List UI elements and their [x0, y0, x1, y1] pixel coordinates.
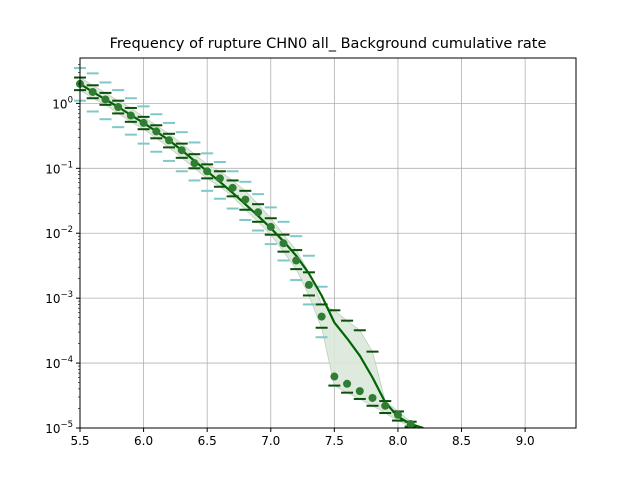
- data-point: [101, 95, 110, 104]
- data-point: [355, 387, 364, 396]
- x-tick-label-2: 6.5: [198, 434, 217, 448]
- data-point: [330, 372, 339, 381]
- x-tick-label-7: 9.0: [516, 434, 535, 448]
- x-tick-label-0: 5.5: [70, 434, 89, 448]
- data-point: [266, 222, 275, 231]
- data-point: [190, 159, 199, 168]
- model-line-path: [80, 82, 424, 428]
- y-tick-label-4: 10−1: [45, 160, 73, 176]
- model-line: [80, 82, 424, 428]
- data-point: [254, 208, 263, 217]
- data-point: [343, 379, 352, 388]
- uncertainty-band: [79, 76, 412, 428]
- data-point: [215, 174, 224, 183]
- data-point: [279, 239, 288, 248]
- data-point: [152, 127, 161, 136]
- data-point: [292, 256, 301, 265]
- x-axis: 5.5 6.0 6.5 7.0 7.5 8.0 8.5 9.0: [70, 428, 535, 448]
- data-point: [203, 167, 212, 176]
- x-tick-label-4: 7.5: [325, 434, 344, 448]
- data-point: [241, 195, 250, 204]
- data-point: [114, 102, 123, 111]
- y-tick-label-3: 10−2: [45, 225, 73, 241]
- y-axis: 10−5 10−4 10−3 10−2 10−1 100: [45, 63, 80, 436]
- data-point: [126, 111, 135, 120]
- band-area: [79, 76, 412, 428]
- data-point: [406, 420, 415, 429]
- data-point: [304, 280, 313, 289]
- x-tick-label-1: 6.0: [134, 434, 153, 448]
- y-tick-label-2: 10−3: [45, 290, 73, 306]
- observed-points: [76, 79, 415, 429]
- error-marks: [74, 67, 417, 428]
- chart-title: Frequency of rupture CHN0 all_ Backgroun…: [110, 36, 547, 52]
- data-point: [228, 183, 237, 192]
- grid: [79, 58, 576, 429]
- data-point: [393, 410, 402, 419]
- x-tick-label-6: 8.5: [452, 434, 471, 448]
- data-point: [177, 146, 186, 155]
- x-tick-label-3: 7.0: [261, 434, 280, 448]
- data-point: [317, 312, 326, 321]
- data-point: [381, 401, 390, 410]
- y-tick-label-0: 10−5: [45, 420, 73, 436]
- y-tick-label-1: 10−4: [45, 355, 73, 371]
- data-point: [139, 118, 148, 127]
- data-point: [88, 87, 97, 96]
- data-point: [368, 393, 377, 402]
- x-tick-label-5: 8.0: [388, 434, 407, 448]
- y-tick-label-5: 100: [52, 95, 73, 111]
- data-point: [165, 136, 174, 145]
